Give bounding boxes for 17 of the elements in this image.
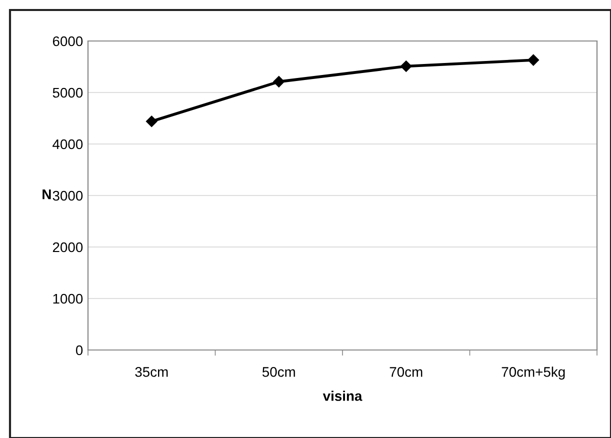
y-tick-label: 0 — [76, 345, 83, 356]
y-tick-label: 2000 — [52, 242, 83, 252]
x-tick-label: 50cm — [262, 367, 295, 377]
y-tick-label: 5000 — [52, 88, 83, 98]
y-tick-label: 3000 — [52, 190, 83, 201]
point — [400, 60, 412, 72]
x-tick-label: 70cm — [390, 367, 422, 377]
point — [146, 116, 158, 127]
y-tick-label: 4000 — [52, 139, 83, 150]
point — [528, 54, 539, 66]
y-axis-title: N — [42, 190, 51, 200]
y-tick-label: 1000 — [53, 294, 83, 304]
x-tick-label: 35cm — [135, 367, 168, 377]
x-tick-label: 70cm+5kg — [502, 366, 565, 380]
x-axis-title: visina — [322, 390, 362, 401]
point — [273, 76, 284, 88]
y-tick-label: 6000 — [52, 36, 83, 46]
